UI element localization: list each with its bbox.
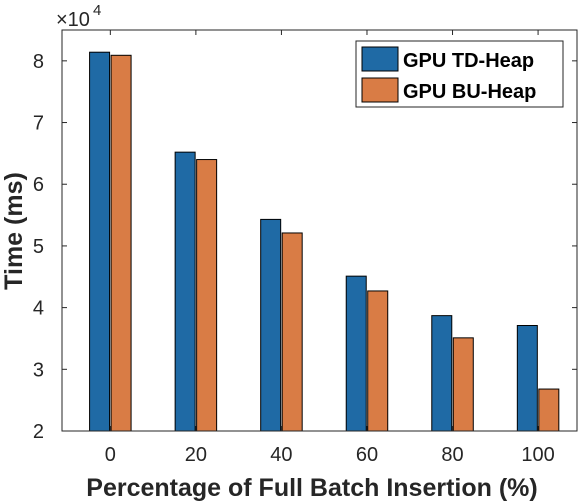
plot-frame: [61, 29, 578, 432]
x-tick-label-0: 0: [105, 444, 116, 466]
bar-td-heap-60: [345, 275, 367, 432]
y-tick-label-4: 4: [33, 298, 44, 320]
bar-bu-heap-40: [281, 232, 303, 432]
legend-label-bu-heap: GPU BU-Heap: [403, 81, 536, 103]
x-axis: 0 20 40 60 80 100: [105, 30, 555, 466]
bar-td-heap-40: [260, 218, 282, 432]
y-tick-label-6: 6: [33, 174, 44, 196]
bars-group: [89, 51, 560, 432]
bar-bu-heap-100: [538, 388, 560, 432]
x-tick-label-80: 80: [441, 444, 463, 466]
bar-td-heap-0: [89, 51, 111, 432]
y-multiplier-exponent: 4: [93, 2, 101, 19]
y-axis: 2 3 4 5 6 7 8: [33, 51, 577, 443]
y-tick-label-5: 5: [33, 236, 44, 258]
bar-td-heap-80: [431, 315, 453, 432]
x-tick-label-20: 20: [185, 444, 207, 466]
bar-bu-heap-0: [110, 54, 132, 432]
bar-bu-heap-80: [452, 337, 474, 432]
y-multiplier-label: ×10: [56, 9, 90, 31]
legend-swatch-td-heap: [361, 46, 399, 72]
y-axis-title: Time (ms): [0, 172, 28, 290]
y-tick-label-8: 8: [33, 51, 44, 73]
x-tick-label-60: 60: [356, 444, 378, 466]
legend-swatch-bu-heap: [361, 77, 399, 103]
bar-td-heap-20: [174, 151, 196, 432]
x-tick-label-40: 40: [270, 444, 292, 466]
bar-td-heap-100: [516, 325, 538, 432]
legend-label-td-heap: GPU TD-Heap: [403, 50, 534, 72]
y-tick-label-3: 3: [33, 359, 44, 381]
x-axis-title: Percentage of Full Batch Insertion (%): [86, 474, 537, 502]
y-tick-label-7: 7: [33, 113, 44, 135]
bar-bu-heap-60: [367, 290, 389, 432]
legend: GPU TD-Heap GPU BU-Heap: [355, 40, 564, 108]
y-tick-label-2: 2: [33, 421, 44, 443]
bar-bu-heap-20: [196, 159, 218, 432]
x-tick-label-100: 100: [521, 444, 554, 466]
